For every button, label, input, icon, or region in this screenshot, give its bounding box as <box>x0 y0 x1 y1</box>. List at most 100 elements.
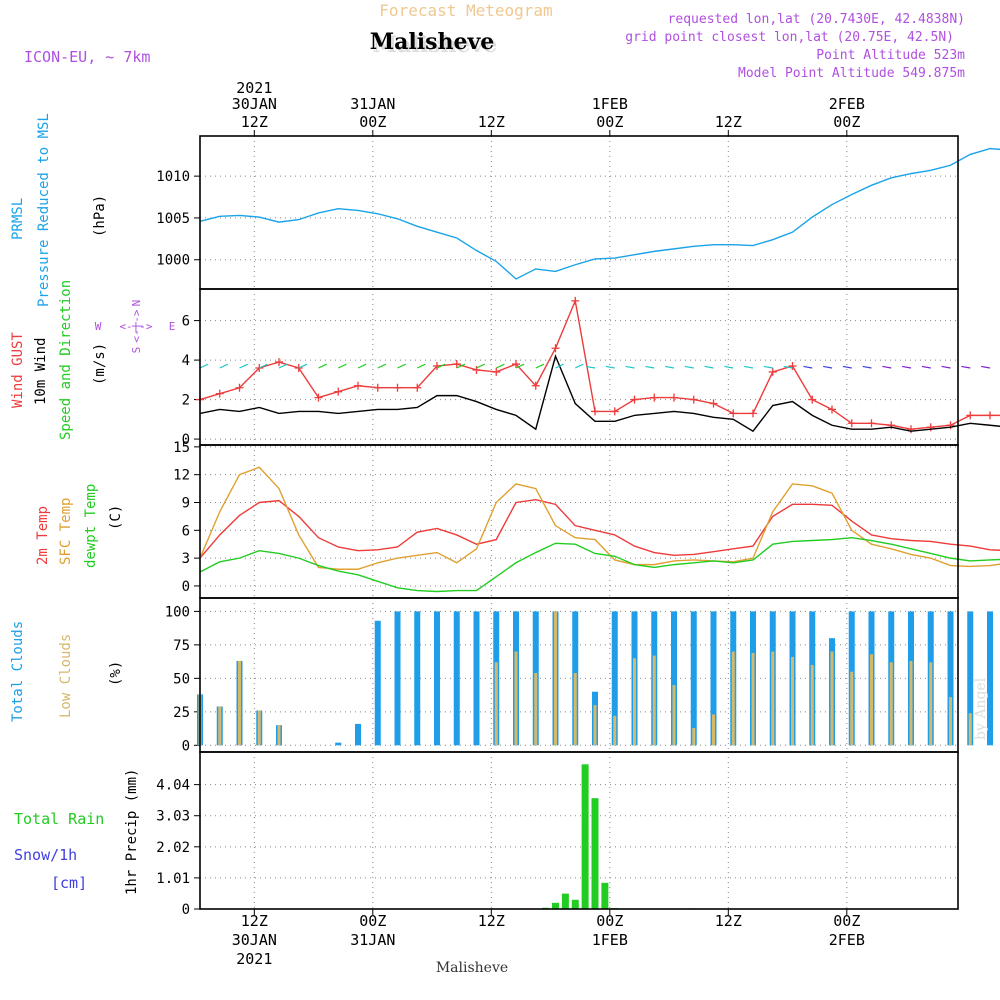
y-tick-label: 2.02 <box>156 840 190 856</box>
y-tick-label: 0 <box>182 579 190 595</box>
wind-direction-arrow <box>476 363 485 369</box>
gust-marker <box>768 367 777 376</box>
compass-we-arrows: <-|-> <box>119 320 152 333</box>
low-clouds-bar <box>731 651 735 746</box>
total-clouds-bar <box>987 611 993 746</box>
y-tick-label: 75 <box>173 638 190 654</box>
snow-label: Snow/1h <box>14 846 77 864</box>
rain-bar <box>601 882 609 909</box>
bottom-time-label: 00Z <box>359 912 386 930</box>
low-clouds-bar <box>791 656 794 746</box>
gust-marker <box>531 381 540 390</box>
temp-sfc-label: SFC Temp <box>58 498 74 565</box>
compass-west: W <box>95 320 102 333</box>
gust-marker <box>986 411 994 420</box>
series-line-2m-temp <box>199 498 1000 559</box>
gust-marker <box>610 407 619 416</box>
wind-direction-arrow <box>645 365 655 369</box>
wind-direction-arrow <box>783 365 793 369</box>
wind-direction-arrow <box>803 365 813 369</box>
gust-marker <box>709 399 718 408</box>
wind-direction-arrow <box>902 365 912 369</box>
gust-marker <box>571 296 580 305</box>
wind-10m-label: 10m Wind <box>33 338 49 405</box>
wind-direction-arrow <box>704 365 714 369</box>
panel-4: 0 1.01 2.02 3.03 4.04 <box>156 751 959 918</box>
low-clouds-bar <box>277 725 281 746</box>
y-tick-label: 1.01 <box>156 871 190 887</box>
wind-direction-arrow <box>199 363 209 369</box>
y-tick-label: 3 <box>182 551 190 567</box>
y-tick-label: 6 <box>182 523 190 539</box>
compass-ns-arrows: <-|-> <box>130 309 143 342</box>
total-clouds-label: Total Clouds <box>10 621 26 722</box>
watermark: by Angel <box>973 677 989 740</box>
total-clouds-bar <box>414 611 421 746</box>
bottom-time-label: 2021 <box>236 950 272 968</box>
wind-direction-arrow <box>625 365 635 369</box>
top-time-label: 2FEB <box>829 95 865 113</box>
gust-marker <box>472 365 481 374</box>
wind-direction-arrow <box>456 363 466 369</box>
panel-frame <box>199 751 959 910</box>
total-clouds-bar <box>355 723 361 746</box>
wind-direction-arrow <box>555 363 564 369</box>
gust-marker <box>788 362 797 371</box>
gust-marker <box>235 383 244 392</box>
wind-direction-arrow <box>684 365 694 369</box>
wind-direction-arrow <box>337 363 347 369</box>
wind-direction-arrow <box>823 365 833 369</box>
wind-direction-arrow <box>416 363 426 369</box>
panel-1: 0 2 4 6 <box>182 288 1000 448</box>
temp-2m-label: 2m Temp <box>35 506 51 565</box>
panel-0: 1000 1005 1010 <box>156 135 1000 290</box>
gust-marker <box>847 419 856 428</box>
gust-marker <box>275 358 283 367</box>
wind-direction-arrow <box>298 363 308 369</box>
panels: 100010051010024603691215025507510001.012… <box>156 135 1000 918</box>
series-line-sfc-temp <box>199 466 1000 570</box>
wind-direction-arrow <box>921 365 931 369</box>
gust-marker <box>808 395 817 404</box>
top-time-label: 00Z <box>359 113 386 131</box>
requested-coords: requested lon,lat (20.7430E, 42.4838N) <box>668 12 965 27</box>
low-clouds-bar <box>593 705 597 746</box>
wind-direction-arrow <box>605 365 615 369</box>
bottom-time-label: 00Z <box>833 912 860 930</box>
y-tick-label: 12 <box>173 468 190 484</box>
compass-east: E <box>169 320 176 333</box>
total-clouds-bar <box>690 611 697 746</box>
bottom-time-label: 2FEB <box>829 931 865 949</box>
wind-direction-arrow <box>665 365 675 369</box>
compass-south: S <box>130 347 143 354</box>
wind-direction-arrow <box>842 365 852 369</box>
wind-direction-arrow <box>763 365 773 369</box>
low-clouds-bar <box>870 654 873 746</box>
wind-direction-arrow <box>436 363 446 369</box>
low-clouds-bar <box>573 672 577 746</box>
gust-marker <box>551 344 560 353</box>
y-tick-label: 0 <box>182 738 190 754</box>
gust-marker <box>670 393 678 402</box>
low-clouds-bar <box>771 651 775 746</box>
wind-direction-arrow <box>574 363 584 369</box>
y-tick-label: 0 <box>182 432 190 448</box>
footer-location: Malisheve <box>436 960 508 976</box>
super-title: Forecast Meteogram <box>379 1 552 20</box>
gust-marker <box>354 381 362 390</box>
wind-gust-label: Wind GUST <box>10 332 26 408</box>
low-clouds-bar <box>712 714 715 746</box>
low-clouds-bar <box>929 662 933 746</box>
low-clouds-bar <box>613 715 617 746</box>
wind-direction-arrow <box>397 363 406 369</box>
panel-3: 0 25 50 75 100 <box>165 597 993 754</box>
gust-marker <box>729 409 738 418</box>
gust-marker <box>650 393 659 402</box>
wind-speed-dir-label: Speed and Direction <box>58 280 74 440</box>
temp-unit: (C) <box>108 505 124 530</box>
total-clouds-bar <box>947 611 954 746</box>
wind-direction-arrow <box>515 363 525 369</box>
rain-bar <box>581 764 589 909</box>
